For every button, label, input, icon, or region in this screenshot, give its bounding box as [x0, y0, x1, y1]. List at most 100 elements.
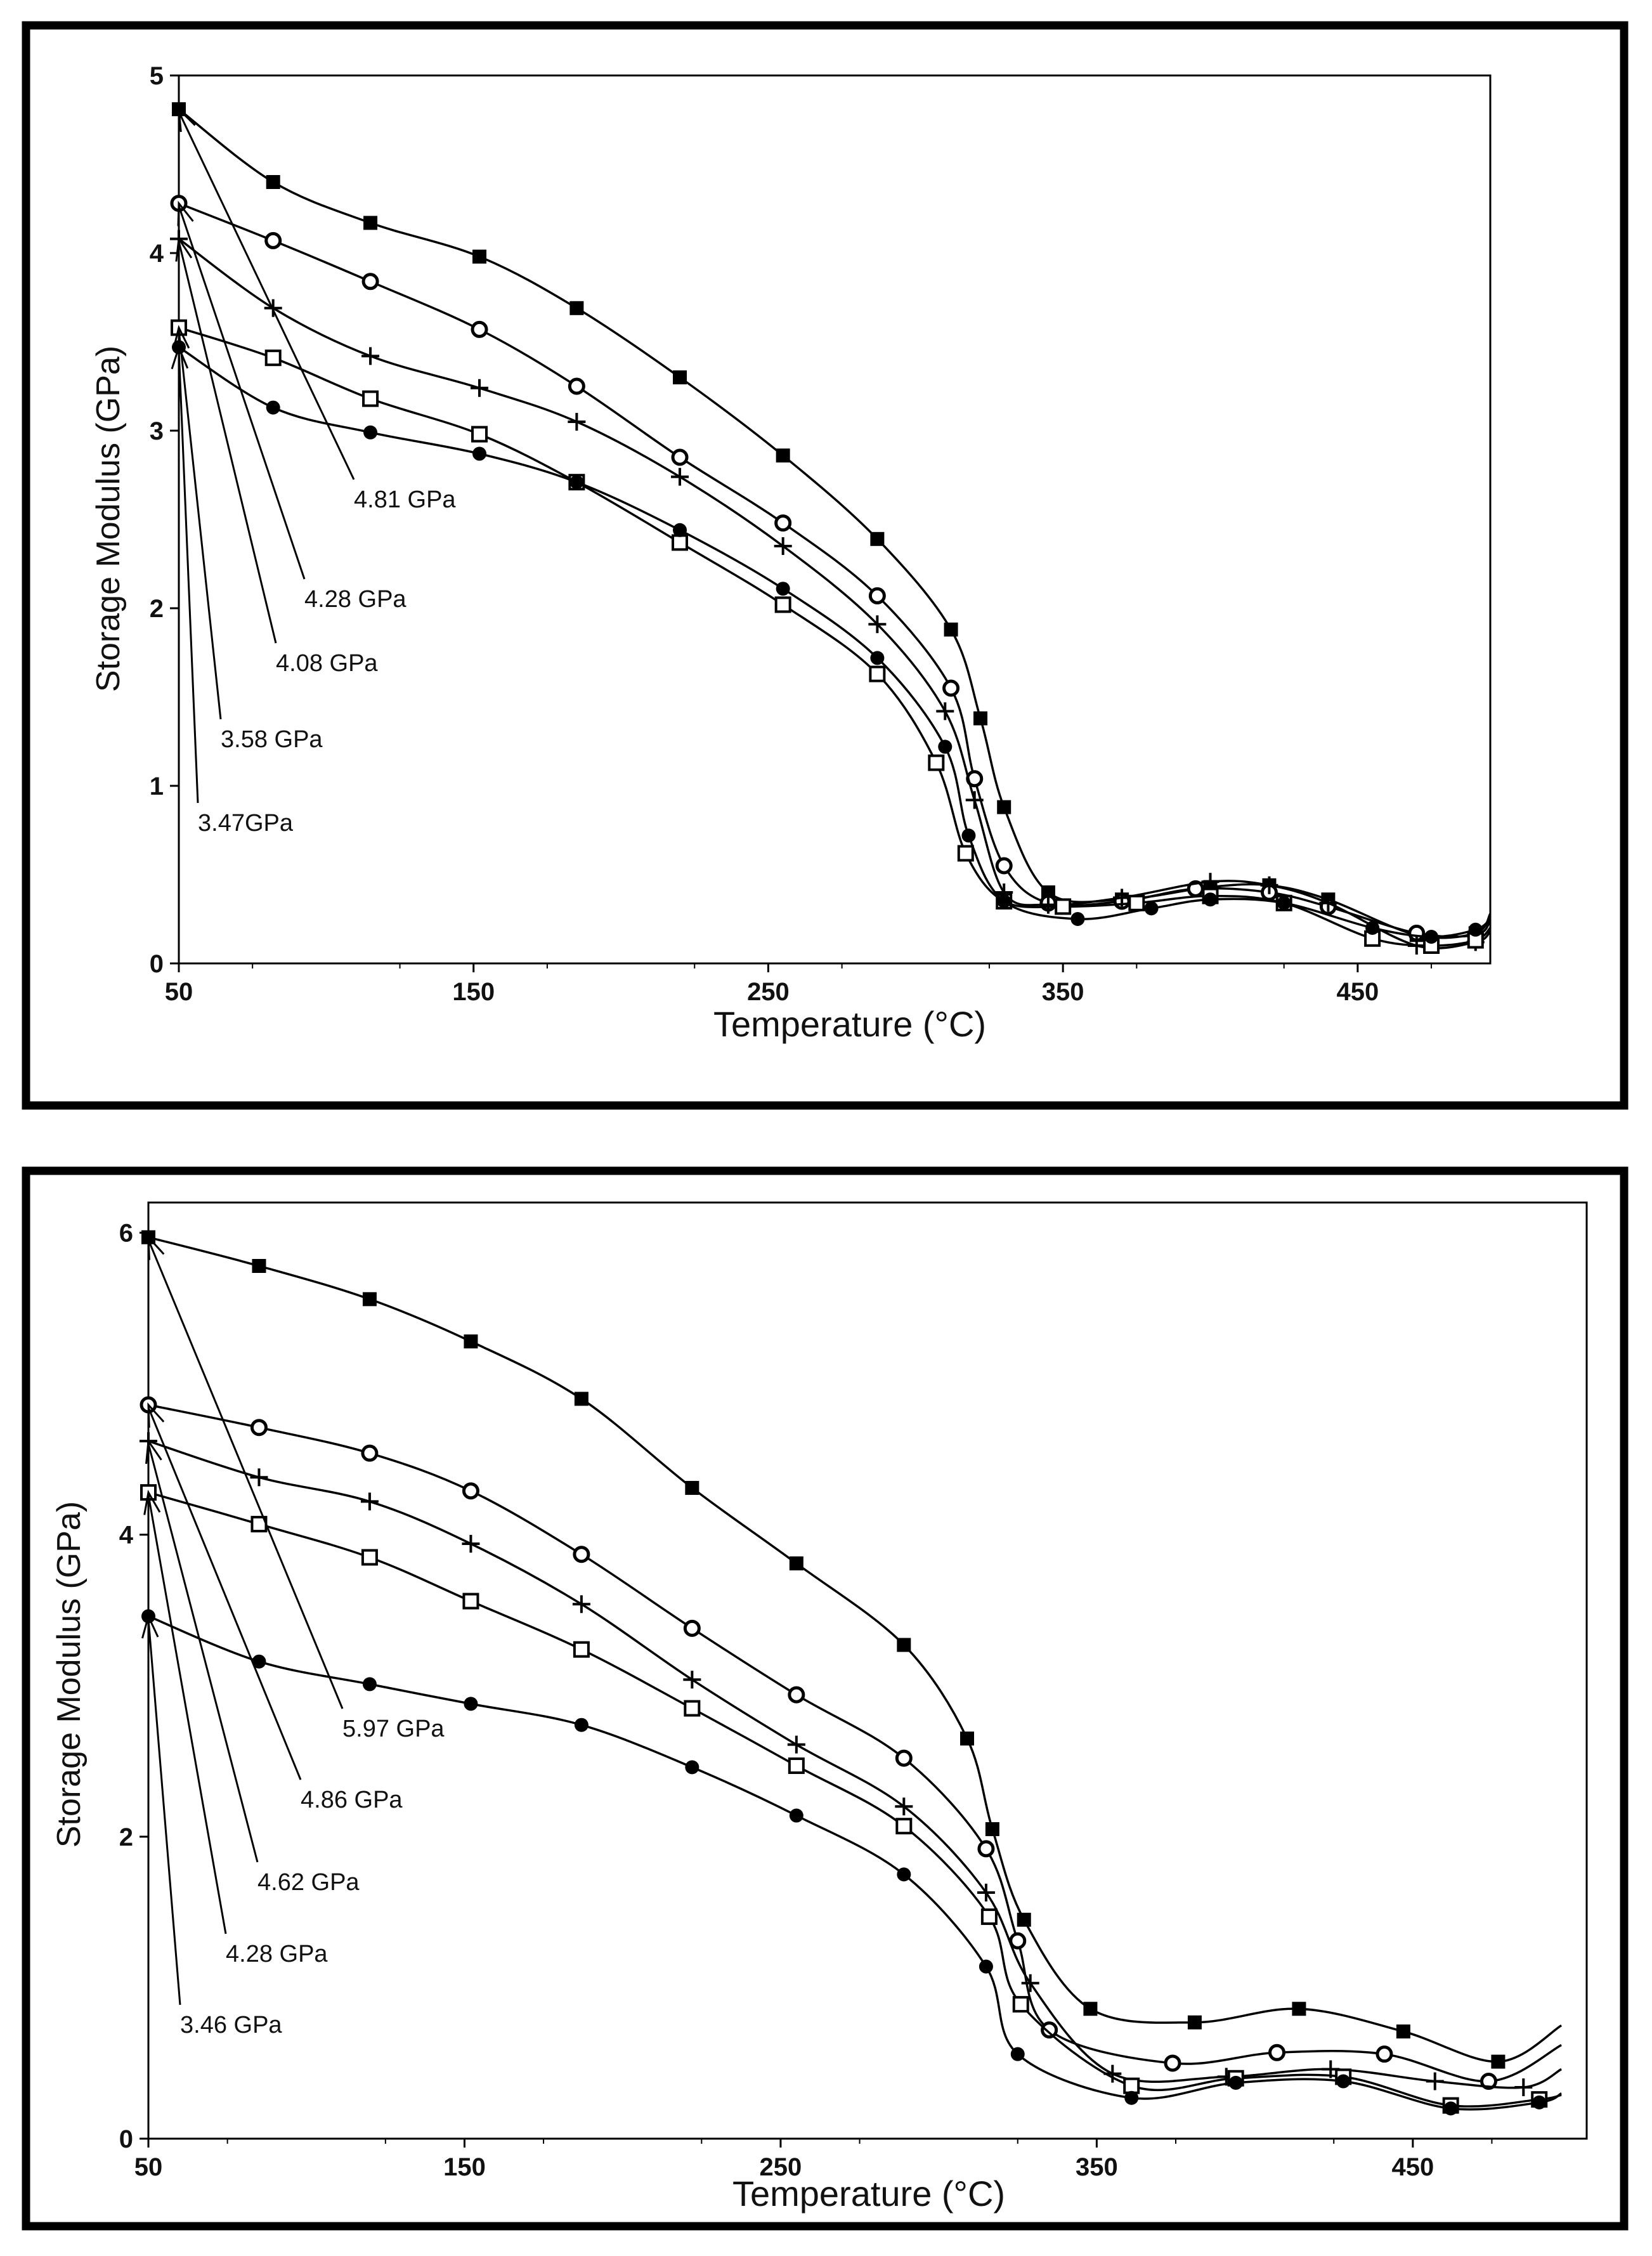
annotation-label: 4.86 GPa [301, 1787, 403, 1813]
series-line-open-circle [148, 1404, 1562, 2083]
data-point-filled-circle [574, 1718, 589, 1732]
data-point-filled-square [1292, 2002, 1306, 2016]
data-point-filled-circle [1365, 921, 1380, 935]
data-point-filled-square [266, 175, 280, 189]
data-point-open-square [788, 1757, 805, 1774]
data-point-open-square [1128, 894, 1145, 911]
data-point-open-circle [977, 1840, 995, 1858]
data-point-open-square [869, 665, 886, 682]
data-point-filled-square [252, 1258, 266, 1273]
annotation-leader [178, 111, 355, 480]
data-point-open-circle [573, 1546, 590, 1563]
data-point-open-circle [250, 1419, 268, 1437]
data-point-plus [471, 379, 489, 397]
data-point-filled-circle [1228, 2075, 1243, 2090]
data-point-plus [895, 1797, 913, 1816]
data-point-filled-square [685, 1480, 699, 1495]
data-point-open-square [362, 390, 379, 407]
data-point-filled-circle [1277, 896, 1291, 910]
annotation-leader [147, 1619, 181, 2005]
x-tick-label: 150 [452, 978, 495, 1006]
data-point-plus [1319, 894, 1337, 912]
data-point-open-circle [774, 514, 792, 532]
data-point-open-circle [788, 1686, 805, 1704]
panel-frame [22, 21, 1629, 1110]
annotation-arrowhead [147, 1402, 165, 1428]
y-tick-label: 2 [150, 595, 164, 623]
data-point-filled-circle [464, 1697, 478, 1711]
data-point-filled-circle [1336, 2074, 1351, 2089]
series-line-plus [148, 1440, 1562, 2089]
data-point-open-circle [995, 857, 1013, 875]
annotation-leader [178, 205, 306, 580]
data-point-plus [1514, 2078, 1533, 2097]
data-point-plus [361, 347, 380, 365]
data-point-filled-square [472, 249, 487, 264]
annotation-label: 3.58 GPa [221, 726, 323, 753]
data-point-plus [568, 413, 586, 431]
data-point-filled-square [363, 216, 378, 230]
data-point-plus [1021, 1974, 1039, 1992]
annotation-arrowhead [145, 1438, 162, 1464]
annotation-label: 4.81 GPa [354, 486, 456, 513]
data-point-filled-circle [1468, 922, 1483, 937]
data-point-open-circle [1164, 2054, 1181, 2072]
data-point-filled-circle [673, 523, 687, 537]
data-point-filled-circle [1203, 892, 1218, 907]
annotation-label: 3.46 GPa [180, 2012, 282, 2038]
annotation-arrowhead [141, 1613, 159, 1639]
data-point-open-square [672, 534, 689, 551]
data-point-open-square [361, 1549, 378, 1566]
annotation-label: 5.97 GPa [342, 1716, 445, 1742]
data-point-filled-square [897, 1638, 911, 1652]
data-point-open-square [264, 349, 282, 367]
data-point-filled-circle [362, 1677, 377, 1692]
annotation-arrowhead [147, 1234, 165, 1260]
data-point-open-circle [1376, 2045, 1393, 2063]
data-point-open-square [573, 1641, 590, 1658]
data-point-filled-circle [1532, 2095, 1547, 2109]
data-point-plus [360, 1492, 379, 1511]
annotation-leader [147, 1407, 302, 1780]
data-point-filled-circle [870, 651, 885, 665]
data-point-filled-square [574, 1392, 589, 1406]
x-tick-label: 150 [443, 2153, 486, 2181]
data-point-open-circle [1041, 2021, 1058, 2039]
data-point-filled-circle [1424, 930, 1439, 944]
y-tick-label: 3 [150, 417, 164, 445]
data-point-filled-circle [1144, 901, 1159, 916]
data-point-plus [1260, 876, 1278, 894]
y-axis-title: Storage Modulus (GPa) [90, 346, 127, 692]
annotation-leader [147, 1239, 344, 1709]
annotation-leader [178, 241, 277, 644]
annotation-label: 3.47GPa [198, 810, 294, 837]
data-point-filled-square [789, 1556, 803, 1570]
annotation-leader [147, 1494, 227, 1934]
data-point-open-square [1012, 1996, 1029, 2013]
data-point-open-square [957, 845, 974, 862]
x-tick-label: 350 [1076, 2153, 1118, 2181]
annotation-arrowhead [178, 107, 196, 133]
data-point-filled-circle [897, 1867, 911, 1882]
data-point-plus [671, 467, 689, 486]
annotation-label: 4.08 GPa [276, 650, 378, 677]
data-point-open-square [980, 1908, 998, 1926]
data-point-filled-circle [789, 1808, 803, 1823]
y-tick-label: 4 [119, 1522, 134, 1549]
data-point-open-circle [683, 1619, 701, 1637]
series-markers-plus [140, 1432, 1533, 2097]
data-point-plus [787, 1735, 805, 1754]
series-line-filled-circle [148, 1615, 1562, 2111]
x-axis-title: Temperature (°C) [732, 2174, 1005, 2214]
series-markers-open-circle [170, 195, 1485, 944]
data-point-open-square [928, 754, 945, 771]
data-point-open-circle [1009, 1932, 1027, 1950]
data-point-filled-circle [938, 740, 953, 754]
annotation-leader [178, 349, 199, 804]
series-markers-open-circle [140, 1396, 1497, 2090]
data-point-open-circle [361, 273, 379, 290]
series-markers-open-square [171, 319, 1484, 954]
data-point-filled-square [1083, 2002, 1098, 2016]
series-markers-filled-square [141, 1230, 1506, 2069]
data-point-plus [1039, 896, 1057, 914]
